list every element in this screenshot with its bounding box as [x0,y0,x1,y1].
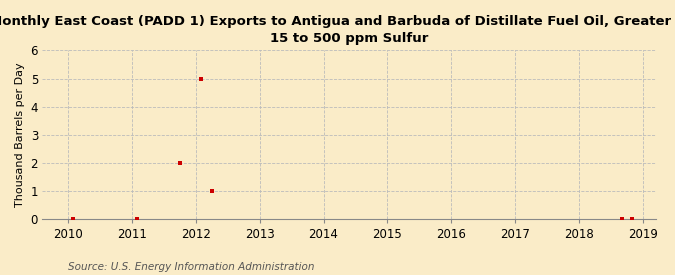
Title: Monthly East Coast (PADD 1) Exports to Antigua and Barbuda of Distillate Fuel Oi: Monthly East Coast (PADD 1) Exports to A… [0,15,675,45]
Point [627,217,638,222]
Point [207,189,217,193]
Point [617,217,628,222]
Point [132,217,142,222]
Point [174,161,185,165]
Point [195,76,206,81]
Y-axis label: Thousand Barrels per Day: Thousand Barrels per Day [15,62,25,207]
Point [68,217,78,222]
Text: Source: U.S. Energy Information Administration: Source: U.S. Energy Information Administ… [68,262,314,272]
